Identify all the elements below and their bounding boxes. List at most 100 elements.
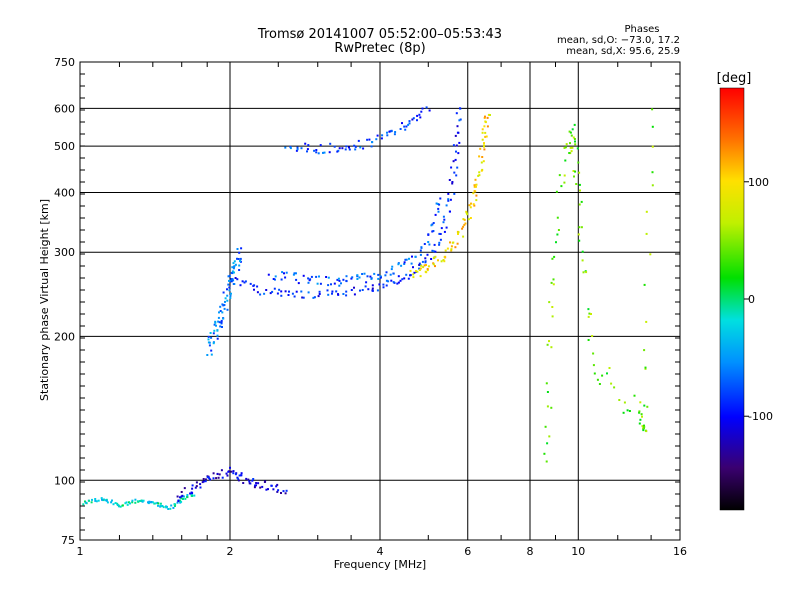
data-point bbox=[457, 233, 459, 235]
data-point bbox=[643, 424, 645, 427]
data-point bbox=[160, 505, 163, 508]
data-point bbox=[444, 249, 447, 252]
data-point bbox=[209, 478, 212, 481]
data-point bbox=[613, 386, 616, 389]
data-point bbox=[587, 315, 590, 318]
data-point bbox=[221, 326, 223, 328]
data-point bbox=[548, 340, 550, 343]
x-tick-label: 10 bbox=[571, 545, 585, 558]
data-point bbox=[434, 265, 436, 268]
data-point bbox=[392, 272, 395, 275]
data-point bbox=[319, 144, 322, 147]
data-point bbox=[284, 492, 287, 495]
data-point bbox=[226, 299, 229, 302]
data-point bbox=[345, 294, 348, 297]
data-point bbox=[591, 335, 594, 337]
data-point bbox=[403, 125, 406, 128]
data-point bbox=[174, 505, 176, 507]
data-point bbox=[483, 125, 486, 128]
data-point bbox=[354, 145, 357, 148]
data-point bbox=[458, 119, 461, 122]
data-point bbox=[598, 383, 601, 385]
data-point bbox=[207, 338, 210, 341]
data-point bbox=[131, 499, 134, 502]
x-tick-label: 1 bbox=[77, 545, 84, 558]
data-point bbox=[557, 229, 560, 231]
y-tick-label: 200 bbox=[54, 330, 75, 343]
data-point bbox=[218, 473, 221, 476]
data-point bbox=[154, 502, 157, 505]
data-point bbox=[430, 258, 433, 260]
data-point bbox=[224, 297, 227, 300]
y-tick-label: 750 bbox=[54, 56, 75, 69]
data-point bbox=[403, 261, 406, 264]
data-point bbox=[222, 291, 225, 294]
data-point bbox=[442, 259, 445, 261]
data-point bbox=[563, 181, 566, 184]
data-point bbox=[337, 293, 339, 296]
data-point bbox=[230, 292, 232, 295]
data-point bbox=[646, 405, 649, 408]
data-point bbox=[643, 404, 646, 407]
data-point bbox=[225, 472, 228, 475]
data-point bbox=[393, 133, 396, 136]
data-point bbox=[125, 501, 128, 504]
data-point bbox=[451, 182, 454, 185]
data-point bbox=[365, 281, 368, 284]
data-point bbox=[385, 279, 388, 282]
data-point bbox=[432, 263, 435, 266]
data-point bbox=[248, 482, 251, 485]
axis-ticks: 1 2 4 6 8 10 16 75 100 200 300 400 500 600 750 bbox=[54, 56, 687, 558]
data-point bbox=[148, 500, 151, 503]
data-point bbox=[551, 306, 554, 308]
data-point bbox=[280, 492, 282, 494]
data-point bbox=[215, 477, 218, 480]
x-axis-label: Frequency [MHz] bbox=[334, 558, 426, 571]
data-point bbox=[351, 276, 354, 279]
data-point bbox=[194, 486, 197, 489]
data-point bbox=[121, 504, 124, 507]
data-point bbox=[548, 301, 551, 304]
data-point bbox=[564, 159, 567, 162]
data-point bbox=[230, 280, 233, 283]
data-point bbox=[208, 341, 211, 344]
data-point bbox=[394, 131, 397, 133]
data-point bbox=[642, 429, 645, 432]
data-point bbox=[104, 499, 107, 502]
data-point bbox=[443, 260, 446, 263]
data-point bbox=[434, 255, 437, 258]
data-point bbox=[233, 265, 235, 268]
data-point bbox=[307, 291, 310, 294]
data-point bbox=[336, 278, 339, 281]
data-point bbox=[110, 501, 113, 504]
plot-frame bbox=[79, 61, 681, 541]
data-point bbox=[639, 401, 642, 404]
data-point bbox=[101, 498, 103, 501]
data-point bbox=[344, 148, 347, 151]
data-point bbox=[457, 231, 460, 234]
data-point bbox=[257, 482, 260, 485]
data-point bbox=[409, 274, 411, 277]
y-tick-label: 600 bbox=[54, 102, 75, 115]
data-point bbox=[265, 488, 268, 491]
data-point bbox=[237, 479, 240, 482]
data-point bbox=[333, 282, 336, 285]
y-tick-label: 100 bbox=[54, 474, 75, 487]
data-point bbox=[475, 199, 478, 202]
data-point bbox=[340, 282, 342, 285]
data-point bbox=[280, 290, 283, 293]
data-point bbox=[284, 290, 287, 293]
data-point bbox=[263, 292, 266, 295]
data-point bbox=[375, 138, 378, 141]
data-point bbox=[272, 488, 275, 491]
data-point bbox=[486, 125, 489, 128]
data-point bbox=[378, 283, 381, 286]
data-point bbox=[450, 248, 453, 251]
data-point bbox=[438, 241, 441, 244]
data-point bbox=[433, 243, 436, 246]
data-point bbox=[116, 502, 119, 505]
data-point bbox=[556, 233, 559, 236]
data-point bbox=[361, 289, 364, 291]
data-point bbox=[338, 147, 341, 150]
data-point bbox=[313, 296, 316, 299]
